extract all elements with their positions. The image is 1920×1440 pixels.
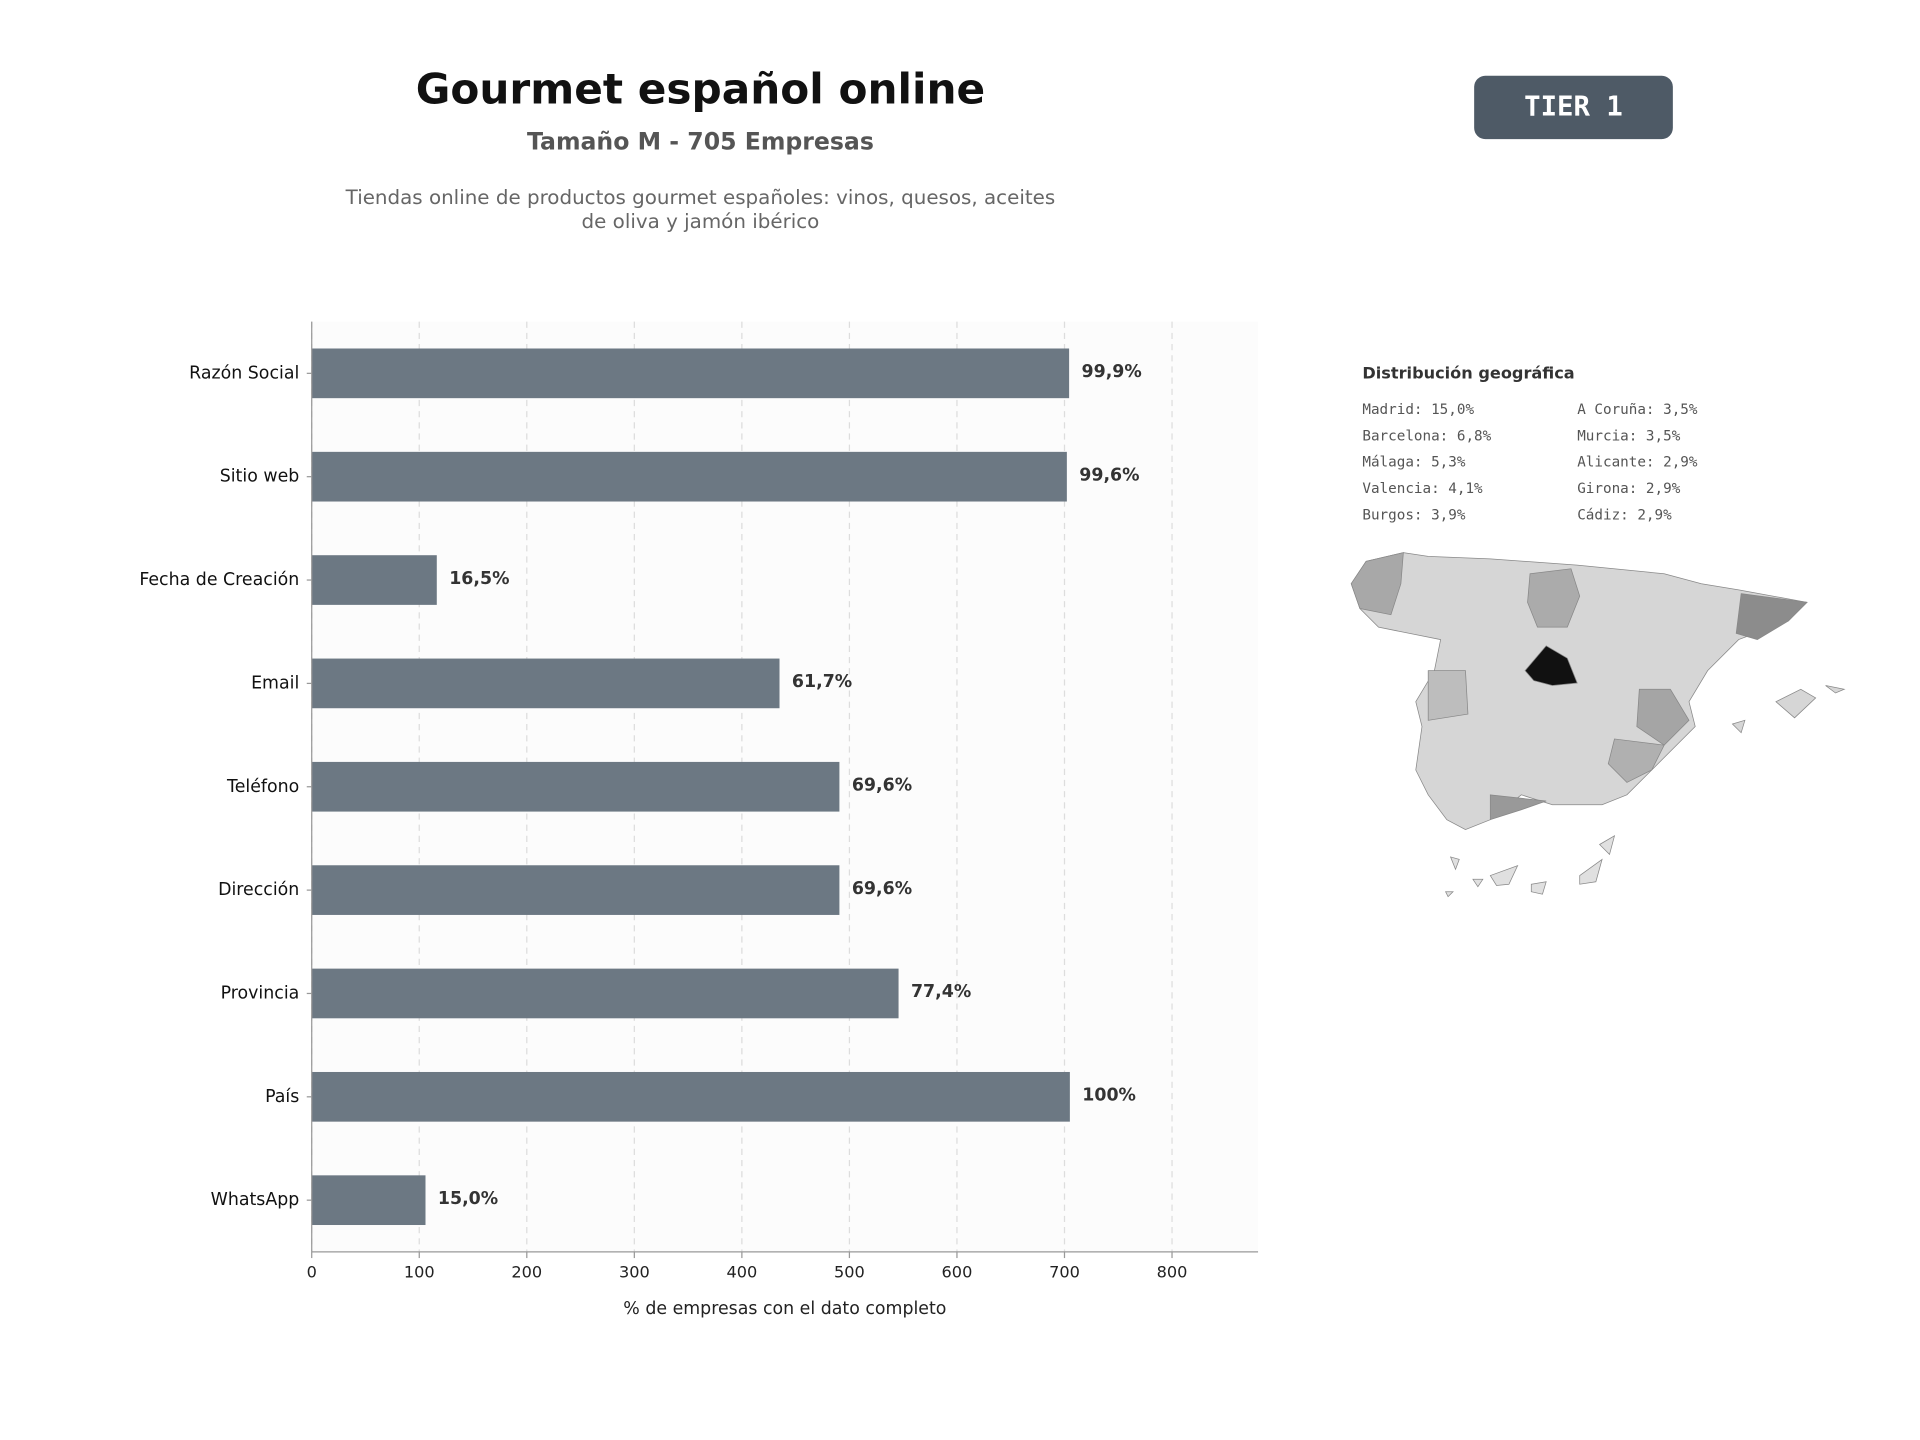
geo-item: Málaga: 5,3% (1362, 455, 1465, 471)
y-tick-label: Teléfono (226, 777, 299, 797)
y-tick-label: Fecha de Creación (139, 570, 299, 590)
badge (1474, 75, 1673, 140)
x-tick-label: 500 (834, 1262, 865, 1281)
geo-item: Murcia: 3,5% (1577, 428, 1680, 444)
x-tick-label: 800 (1157, 1262, 1188, 1281)
geo-item: Girona: 2,9% (1577, 481, 1680, 497)
description: de oliva y jamón ibérico (582, 210, 820, 233)
x-tick-label: 200 (511, 1262, 542, 1281)
bar (311, 451, 1067, 502)
value-label: 99,6% (1079, 465, 1139, 485)
y-tick-label: WhatsApp (211, 1190, 300, 1210)
map-region (1350, 552, 1404, 616)
bar (311, 658, 780, 709)
map (1350, 552, 1846, 898)
map-island (1825, 685, 1846, 694)
bar (311, 1175, 426, 1226)
map-region (1524, 645, 1578, 686)
x-tick-label: 400 (726, 1262, 757, 1281)
bar (311, 555, 437, 605)
x-tick-label: 600 (942, 1262, 973, 1281)
value-label: 61,7% (792, 672, 852, 692)
geo-item: Burgos: 3,9% (1362, 508, 1465, 524)
x-tick-label: 300 (619, 1262, 650, 1281)
geo-item: Cádiz: 2,9% (1577, 508, 1672, 524)
y-tick-label: Provincia (221, 983, 300, 1003)
x-tick-label: 0 (307, 1262, 317, 1281)
y-tick-label: País (265, 1087, 299, 1107)
value-label: 99,9% (1082, 362, 1142, 382)
bar (311, 968, 899, 1019)
description: Tiendas online de productos gourmet espa… (345, 186, 1056, 209)
title: Gourmet español online (416, 64, 985, 113)
map-region (1636, 688, 1690, 746)
bar (311, 1071, 1070, 1122)
badge-text: TIER 1 (1524, 92, 1623, 123)
geo-title: Distribución geográfica (1362, 363, 1574, 382)
value-label: 69,6% (852, 879, 912, 899)
map-region (1735, 593, 1808, 640)
subtitle: Tamaño M - 705 Empresas (527, 127, 874, 155)
value-label: 100% (1082, 1086, 1136, 1106)
x-tick-label: 100 (404, 1262, 435, 1281)
x-tick-label: 700 (1049, 1262, 1080, 1281)
geo-item: Barcelona: 6,8% (1362, 428, 1491, 444)
bar (311, 761, 840, 812)
value-label: 16,5% (449, 569, 509, 589)
map-island (1731, 719, 1746, 734)
geo-item: Valencia: 4,1% (1362, 481, 1483, 497)
y-tick-label: Razón Social (189, 363, 299, 383)
map-canarias (1444, 835, 1616, 898)
map-region (1527, 568, 1581, 628)
value-label: 15,0% (438, 1189, 498, 1209)
y-tick-label: Email (251, 673, 299, 693)
map-island (1775, 688, 1817, 719)
geo-item: A Coruña: 3,5% (1577, 402, 1698, 418)
map-region (1607, 738, 1665, 783)
map-region (1489, 794, 1547, 821)
value-label: 69,6% (852, 776, 912, 796)
bar (311, 865, 840, 915)
y-tick-label: Sitio web (220, 467, 300, 487)
geo-item: Madrid: 15,0% (1362, 402, 1474, 418)
map-region (1427, 670, 1469, 721)
x-axis-label: % de empresas con el dato completo (623, 1299, 946, 1319)
value-label: 77,4% (911, 982, 971, 1002)
bar (311, 348, 1070, 399)
geo-item: Alicante: 2,9% (1577, 455, 1698, 471)
y-tick-label: Dirección (218, 880, 299, 900)
